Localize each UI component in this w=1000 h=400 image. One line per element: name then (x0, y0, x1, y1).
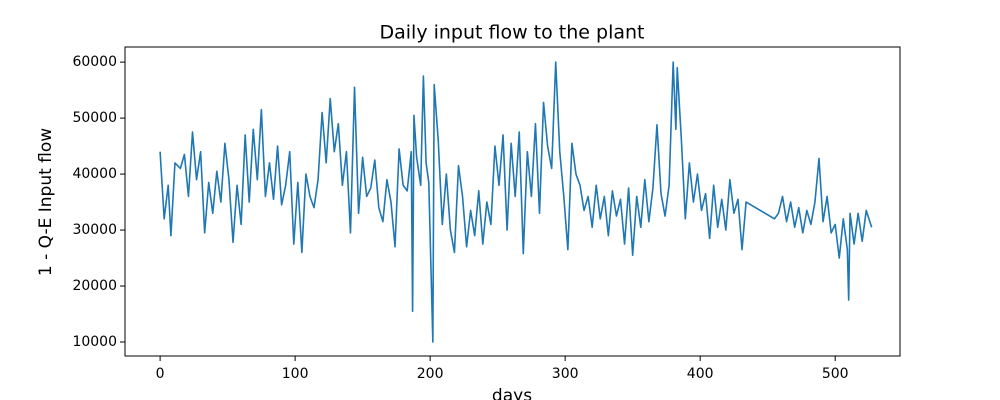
y-axis-label: 1 - Q-E Input flow (36, 128, 56, 276)
data-line (159, 61, 873, 343)
x-tick-label: 300 (552, 366, 579, 382)
plot-frame (124, 46, 901, 357)
y-tick-label: 60000 (72, 54, 117, 70)
y-tick-label: 40000 (72, 166, 117, 182)
x-tick-label: 200 (417, 366, 444, 382)
x-tick-label: 500 (822, 366, 849, 382)
x-tick-label: 0 (156, 366, 165, 382)
y-tick-label: 50000 (72, 110, 117, 126)
chart-title: Daily input flow to the plant (379, 22, 644, 44)
x-tick-label: 100 (282, 366, 309, 382)
y-tick-label: 30000 (72, 222, 117, 238)
y-tick-label: 20000 (72, 278, 117, 294)
x-axis-label: days (492, 386, 532, 400)
x-tick-label: 400 (687, 366, 714, 382)
y-tick-label: 10000 (72, 334, 117, 350)
